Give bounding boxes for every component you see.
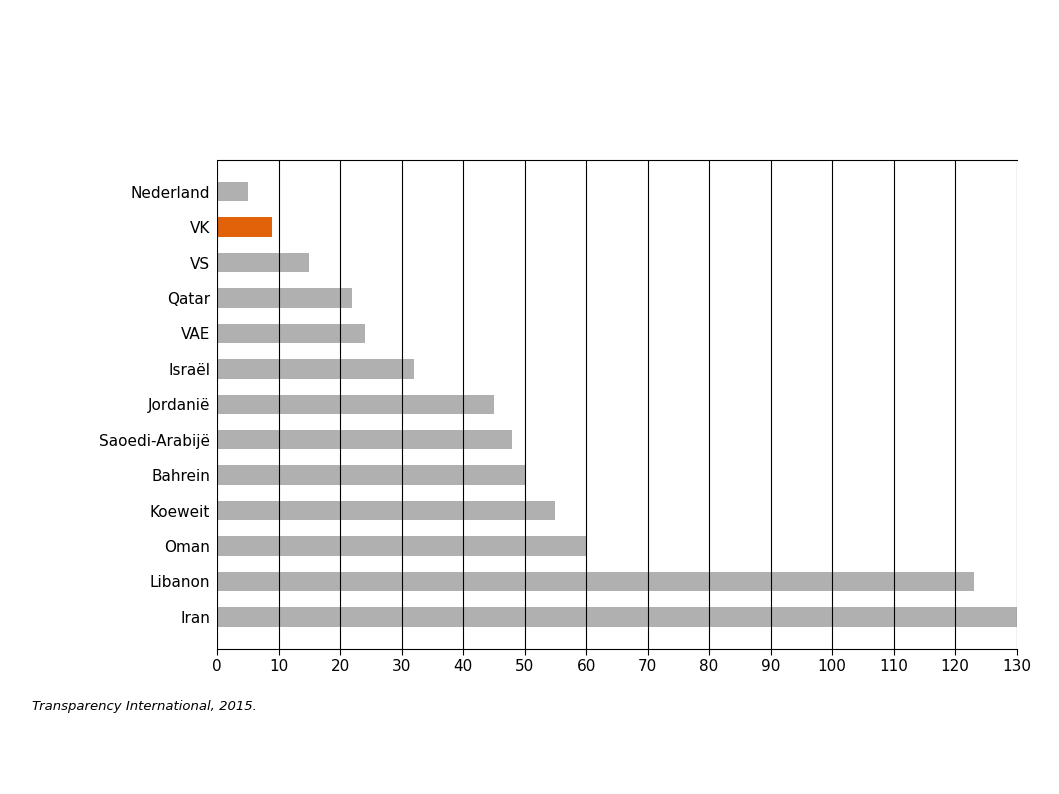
Bar (217, 218, 272, 237)
Bar (217, 182, 248, 202)
Bar (217, 359, 414, 379)
Text: Transparency International, 2015.: Transparency International, 2015. (32, 700, 256, 713)
Bar (217, 252, 309, 272)
Bar (217, 288, 353, 308)
Bar (217, 572, 973, 592)
Bar (217, 395, 493, 414)
Bar (217, 324, 364, 343)
Bar (217, 465, 524, 485)
Bar (217, 501, 555, 520)
Bar (217, 607, 1017, 626)
Bar (217, 536, 586, 556)
Bar (217, 430, 513, 449)
